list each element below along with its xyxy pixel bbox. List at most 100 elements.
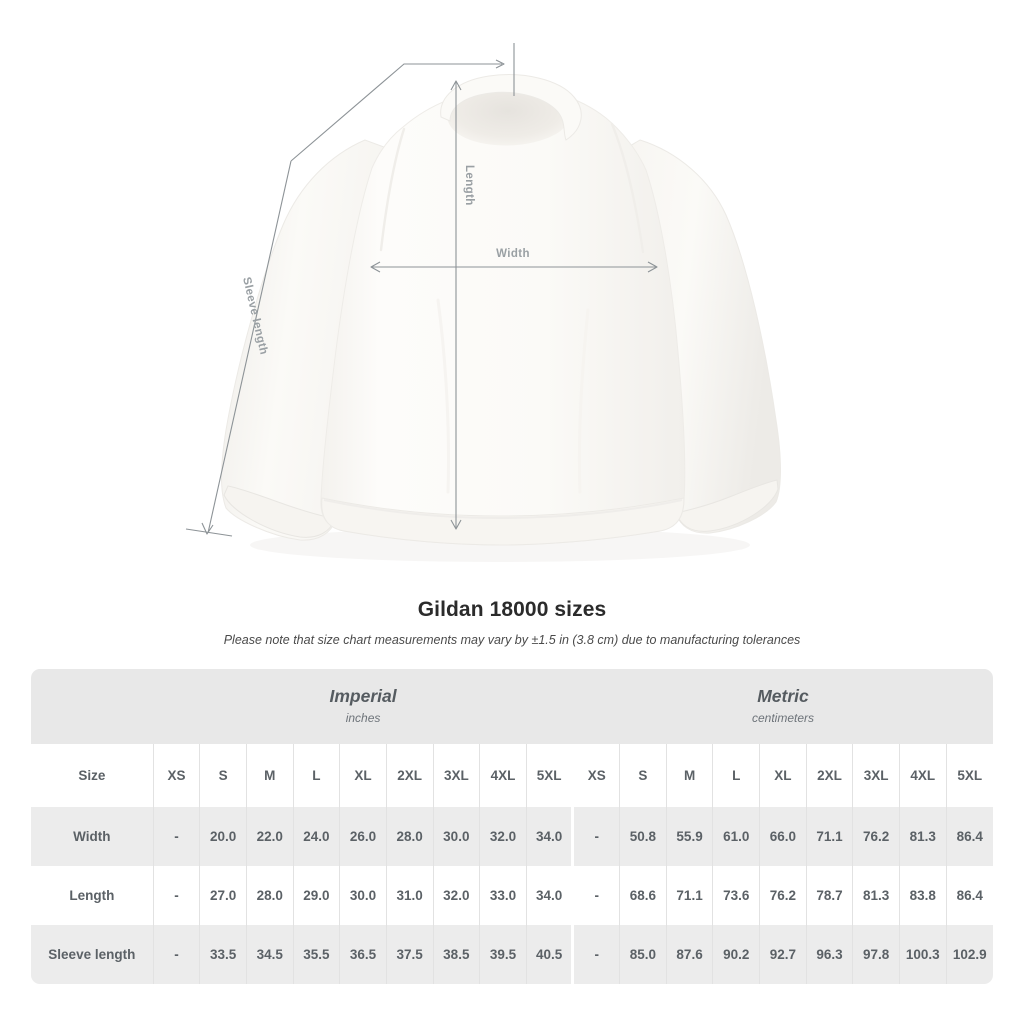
table-corner-cell bbox=[31, 669, 154, 744]
sleeve-arrow-bottom bbox=[201, 522, 214, 535]
shoulder-leader-line bbox=[290, 63, 502, 162]
cell-sleeve-metric-4xl: 100.3 bbox=[898, 925, 947, 984]
size-header-metric-2xl: 2XL bbox=[805, 744, 853, 807]
size-header-metric-l: L bbox=[712, 744, 760, 807]
bottom-hem bbox=[321, 497, 685, 546]
measurement-annotations bbox=[185, 43, 658, 537]
cell-width-imperial-3xl: 30.0 bbox=[432, 807, 480, 866]
size-header-metric-m: M bbox=[665, 744, 713, 807]
unit-name-imperial: Imperial bbox=[329, 685, 397, 706]
unit-header-metric: Metric centimeters bbox=[572, 669, 993, 744]
size-header-metric-xl: XL bbox=[759, 744, 807, 807]
cell-sleeve-imperial-5xl: 40.5 bbox=[525, 925, 573, 984]
width-arrow-left bbox=[370, 261, 381, 273]
cell-width-metric-s: 50.8 bbox=[619, 807, 667, 866]
sweatshirt-diagram-svg: Length Width Sleeve length bbox=[185, 43, 781, 562]
length-arrow-bottom bbox=[450, 519, 462, 530]
row-label-width: Width bbox=[31, 807, 154, 866]
length-annotation-label: Length bbox=[463, 165, 475, 206]
cell-length-imperial-4xl: 33.0 bbox=[479, 866, 527, 925]
row-label-sleeve-length: Sleeve length bbox=[31, 925, 154, 984]
cell-sleeve-metric-xs: - bbox=[571, 925, 620, 984]
cell-sleeve-metric-5xl: 102.9 bbox=[945, 925, 993, 984]
cell-length-metric-xs: - bbox=[571, 866, 620, 925]
cell-width-metric-l: 61.0 bbox=[712, 807, 760, 866]
cell-width-metric-m: 55.9 bbox=[665, 807, 713, 866]
hem-seam-line bbox=[323, 499, 683, 520]
cell-width-imperial-l: 24.0 bbox=[292, 807, 340, 866]
right-shoulder-seam bbox=[610, 122, 645, 254]
shoulder-leader-arrowhead bbox=[495, 59, 505, 69]
page-title: Gildan 18000 sizes bbox=[417, 598, 607, 621]
size-header-metric-s: S bbox=[619, 744, 667, 807]
size-header-imperial-l: L bbox=[292, 744, 340, 807]
size-header-metric-3xl: 3XL bbox=[852, 744, 900, 807]
cell-width-metric-xl: 66.0 bbox=[759, 807, 807, 866]
collar-ribbing bbox=[440, 74, 582, 141]
tolerance-note: Please note that size chart measurements… bbox=[223, 633, 801, 647]
sleeve-base-tick bbox=[185, 528, 233, 537]
size-header-metric-xs: XS bbox=[571, 744, 620, 807]
cell-sleeve-imperial-2xl: 37.5 bbox=[385, 925, 433, 984]
cell-length-metric-2xl: 78.7 bbox=[805, 866, 853, 925]
size-header-imperial-3xl: 3XL bbox=[432, 744, 480, 807]
cell-sleeve-imperial-xs: - bbox=[152, 925, 200, 984]
cell-length-imperial-xs: - bbox=[152, 866, 200, 925]
size-header-imperial-s: S bbox=[199, 744, 247, 807]
size-header-metric-4xl: 4XL bbox=[898, 744, 947, 807]
width-arrow-right bbox=[647, 261, 658, 273]
cell-length-metric-xl: 76.2 bbox=[759, 866, 807, 925]
cell-sleeve-metric-m: 87.6 bbox=[665, 925, 713, 984]
size-header-metric-5xl: 5XL bbox=[945, 744, 993, 807]
cell-sleeve-metric-xl: 92.7 bbox=[759, 925, 807, 984]
size-header-imperial-5xl: 5XL bbox=[525, 744, 573, 807]
size-header-row: Size XS S M L XL 2XL 3XL 4XL 5XL XS S M … bbox=[31, 744, 993, 807]
cell-width-metric-4xl: 81.3 bbox=[898, 807, 947, 866]
cell-length-imperial-3xl: 32.0 bbox=[432, 866, 480, 925]
unit-sub-metric: centimeters bbox=[751, 711, 814, 726]
cell-sleeve-imperial-l: 35.5 bbox=[292, 925, 340, 984]
cell-sleeve-imperial-xl: 36.5 bbox=[339, 925, 387, 984]
title-block: Gildan 18000 sizes Please note that size… bbox=[0, 598, 1024, 647]
cell-sleeve-metric-2xl: 96.3 bbox=[805, 925, 853, 984]
cell-width-imperial-2xl: 28.0 bbox=[385, 807, 433, 866]
unit-name-metric: Metric bbox=[757, 685, 809, 706]
fabric-fold-1 bbox=[436, 298, 450, 494]
cell-sleeve-imperial-4xl: 39.5 bbox=[479, 925, 527, 984]
length-arrow-top bbox=[450, 80, 462, 91]
cell-length-imperial-2xl: 31.0 bbox=[385, 866, 433, 925]
size-header-imperial-xs: XS bbox=[152, 744, 200, 807]
cell-length-metric-4xl: 83.8 bbox=[898, 866, 947, 925]
unit-header-imperial: Imperial inches bbox=[153, 669, 573, 744]
cell-sleeve-imperial-m: 34.5 bbox=[245, 925, 294, 984]
size-chart-table: Imperial inches Metric centimeters Size … bbox=[31, 669, 993, 984]
cell-width-imperial-xs: - bbox=[152, 807, 200, 866]
size-header-imperial-2xl: 2XL bbox=[385, 744, 433, 807]
size-chart-table-wrapper: Imperial inches Metric centimeters Size … bbox=[31, 669, 993, 984]
cell-width-metric-xs: - bbox=[571, 807, 620, 866]
cell-width-imperial-4xl: 32.0 bbox=[479, 807, 527, 866]
cell-sleeve-imperial-s: 33.5 bbox=[199, 925, 247, 984]
table-row: Sleeve length - 33.5 34.5 35.5 36.5 37.5… bbox=[31, 925, 993, 984]
cell-sleeve-metric-s: 85.0 bbox=[619, 925, 667, 984]
cell-width-imperial-m: 22.0 bbox=[245, 807, 294, 866]
cell-length-imperial-l: 29.0 bbox=[292, 866, 340, 925]
cell-width-imperial-5xl: 34.0 bbox=[525, 807, 573, 866]
left-shoulder-seam bbox=[379, 127, 406, 252]
cell-length-imperial-s: 27.0 bbox=[199, 866, 247, 925]
collar-opening bbox=[447, 86, 569, 146]
garment-illustration: Length Width Sleeve length bbox=[185, 43, 781, 562]
table-row: Length - 27.0 28.0 29.0 30.0 31.0 32.0 3… bbox=[31, 866, 993, 925]
cell-length-metric-s: 68.6 bbox=[619, 866, 667, 925]
cell-width-metric-3xl: 76.2 bbox=[852, 807, 900, 866]
cell-width-imperial-xl: 26.0 bbox=[339, 807, 387, 866]
size-column-header: Size bbox=[31, 744, 154, 807]
cell-length-metric-m: 71.1 bbox=[665, 866, 713, 925]
cell-width-metric-2xl: 71.1 bbox=[805, 807, 853, 866]
width-annotation-label: Width bbox=[496, 248, 530, 260]
cell-sleeve-imperial-3xl: 38.5 bbox=[432, 925, 480, 984]
cell-length-imperial-m: 28.0 bbox=[245, 866, 294, 925]
table-row: Width - 20.0 22.0 24.0 26.0 28.0 30.0 32… bbox=[31, 807, 993, 866]
cell-sleeve-metric-l: 90.2 bbox=[712, 925, 760, 984]
